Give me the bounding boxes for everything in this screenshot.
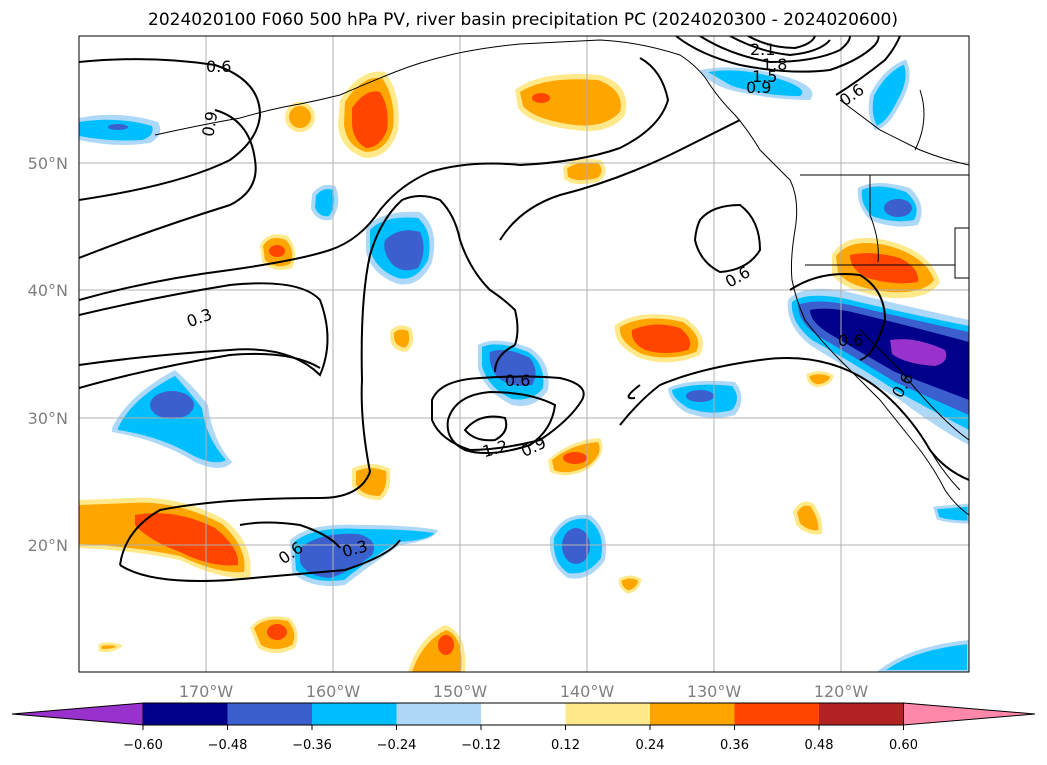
colorbar-tick-label: −0.36 (292, 738, 332, 753)
colorbar-tick-label: −0.48 (208, 738, 248, 753)
blob-small-orange-17n (618, 575, 642, 594)
blob-gulf-red (338, 71, 399, 158)
colorbar-segment (734, 703, 820, 725)
coastlines (154, 39, 969, 516)
colorbar-tick-label: −0.60 (123, 738, 163, 753)
map-title: 2024020100 F060 500 hPa PV, river basin … (148, 10, 898, 30)
colorbar-segments (11, 702, 1036, 726)
blob-orange-28n (548, 438, 603, 476)
lon-label-160w: 160°W (306, 682, 361, 701)
colorbar-extend-left (11, 702, 144, 726)
lon-label-150w: 150°W (433, 682, 488, 701)
blob-southwest-red (79, 497, 251, 579)
colorbar-tick-label: 0.36 (720, 738, 749, 753)
lon-label-170w: 170°W (179, 682, 234, 701)
contour-label: 1.8 (762, 55, 787, 74)
blob-orange-red-36n (614, 314, 703, 363)
colorbar-segment (650, 703, 735, 725)
blob-south-red-11n (408, 625, 466, 672)
blob-mid-blue-43n (366, 211, 435, 285)
colorbar: −0.60 −0.48 −0.36 −0.24 −0.12 0.12 0.24 0.36 0.4… (11, 702, 1036, 753)
contour-label: 0.6 (206, 57, 231, 76)
colorbar-tick-label: 0.60 (889, 738, 918, 753)
blob-small-orange-22n (792, 501, 823, 535)
map-frame (78, 35, 970, 673)
colorbar-tick-label: 0.24 (636, 738, 665, 753)
pv-contours (79, 36, 969, 582)
colorbar-tick-label: 0.48 (805, 738, 834, 753)
colorbar-segment (396, 703, 482, 725)
contour-label: 2.1 (750, 40, 775, 59)
blob-canada-blue (868, 59, 910, 131)
blob-small-orange-36n (390, 325, 414, 353)
lat-label-20n: 20°N (28, 536, 68, 555)
colorbar-segment (312, 703, 397, 725)
colorbar-tick-label: −0.24 (377, 738, 417, 753)
colorbar-extend-right (903, 702, 1036, 726)
blob-small-blue-47n (310, 184, 339, 221)
colorbar-ticks: −0.60 −0.48 −0.36 −0.24 −0.12 0.12 0.24 0.36 0.4… (123, 725, 918, 753)
lon-label-130w: 130°W (687, 682, 742, 701)
colorbar-tick-label: −0.12 (461, 738, 501, 753)
blob-small-orange-12n (98, 642, 124, 652)
lon-label-120w: 120°W (814, 682, 869, 701)
colorbar-tick-label: 0.12 (551, 738, 580, 753)
contour-label: 0.6 (838, 331, 863, 350)
blob-south-red-13n (250, 616, 298, 653)
contour-label: 0.6 (505, 371, 530, 390)
lat-label-40n: 40°N (28, 281, 68, 300)
blob-alaska-blue (700, 67, 813, 100)
contour-label: 0.9 (198, 110, 221, 138)
blob-small-orange-33n (806, 371, 834, 388)
contour-label: 0.9 (746, 78, 771, 97)
blob-north-orange (515, 74, 627, 131)
colorbar-outline (142, 702, 904, 726)
blob-small-blue-23n (933, 503, 969, 524)
colorbar-segment (565, 703, 651, 725)
blob-idaho-blue (857, 183, 922, 227)
blob-blue-20n-140w (549, 514, 606, 579)
blob-blue-32n-130w (668, 380, 742, 418)
colorbar-segment (143, 703, 228, 725)
colorbar-segment (227, 703, 313, 725)
blob-nevada-red (832, 237, 940, 299)
latitude-labels: 50°N 40°N 30°N 20°N (28, 154, 68, 555)
blob-west-blue-52n (79, 114, 161, 145)
blob-west-blue-32n (112, 370, 232, 468)
colorbar-segment (819, 703, 904, 725)
colorbar-segment (481, 703, 566, 725)
contour-label: 1.5 (752, 67, 777, 86)
lat-label-50n: 50°N (28, 154, 68, 173)
blob-small-orange-48n (562, 158, 606, 185)
lat-label-30n: 30°N (28, 409, 68, 428)
blob-small-orange-55n (285, 102, 315, 132)
blob-small-orange-25n (352, 464, 391, 501)
map-panel: 0.6 0.9 0.3 0.6 1.2 0.9 0.6 0.6 2.1 1.8 … (79, 36, 969, 672)
lon-label-140w: 140°W (560, 682, 615, 701)
longitude-labels: 170°W 160°W 150°W 140°W 130°W 120°W (179, 682, 869, 701)
gridlines (79, 36, 969, 672)
